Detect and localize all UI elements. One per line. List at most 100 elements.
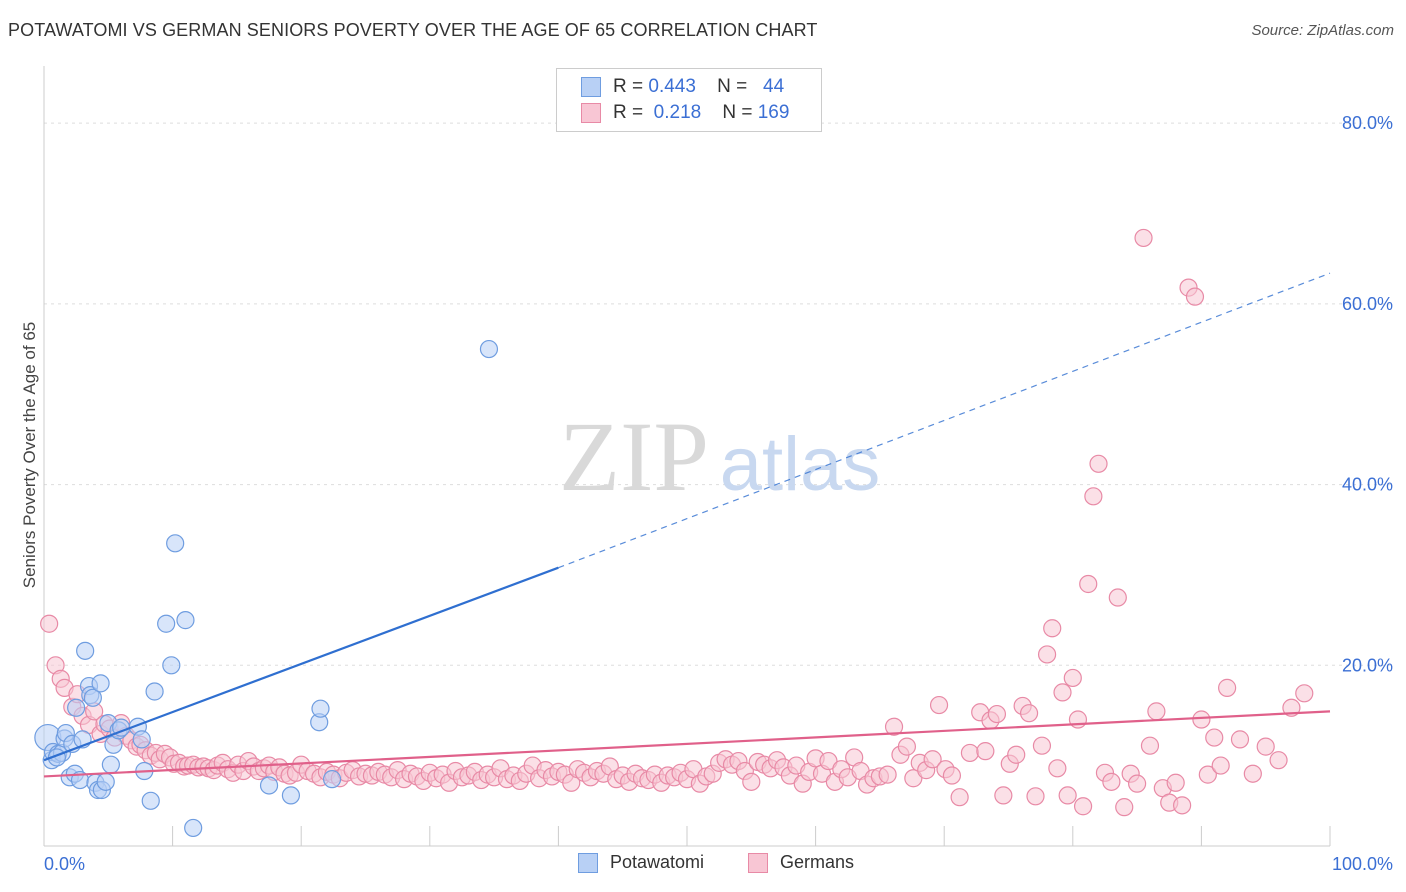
potawatomi-point xyxy=(141,791,160,810)
y-tick-label: 60.0% xyxy=(1342,294,1393,314)
potawatomi-point xyxy=(76,641,95,660)
germans-trend-line xyxy=(43,710,1331,778)
x-tick-label-start: 0.0% xyxy=(44,854,85,874)
y-axis-label: Seniors Poverty Over the Age of 65 xyxy=(20,321,39,589)
germans-point xyxy=(1053,683,1072,702)
potawatomi-point xyxy=(311,699,330,718)
germans-point xyxy=(819,751,838,771)
germans-point xyxy=(1048,759,1067,778)
germans-point xyxy=(1058,786,1077,805)
potawatomi-point xyxy=(96,772,115,791)
germans-point xyxy=(1063,668,1082,688)
germans-point xyxy=(1192,710,1211,729)
legend-label: Potawatomi xyxy=(610,852,705,872)
germans-point xyxy=(1218,678,1237,697)
germans-point xyxy=(1269,751,1288,770)
potawatomi-point xyxy=(176,611,195,630)
series-potawatomi-points xyxy=(34,339,499,838)
germans-point xyxy=(1079,574,1098,594)
gridlines xyxy=(44,122,1392,666)
axes xyxy=(43,66,1331,847)
germans-point xyxy=(1147,702,1166,721)
germans-point xyxy=(960,743,980,763)
potawatomi-point xyxy=(91,674,110,693)
germans-point xyxy=(878,765,897,784)
germans-point xyxy=(1102,772,1121,791)
watermark-zip: ZIP xyxy=(559,401,709,512)
potawatomi-point xyxy=(479,339,499,359)
potawatomi-point xyxy=(67,698,86,717)
potawatomi-point xyxy=(184,818,203,838)
x-tick-label-end: 100.0% xyxy=(1332,854,1393,874)
r-value: 0.443 xyxy=(648,76,696,97)
germans-point xyxy=(1037,645,1057,664)
potawatomi-swatch xyxy=(581,77,601,97)
potawatomi-point xyxy=(166,534,185,553)
germans-point xyxy=(923,750,942,769)
series-legend: Potawatomi Germans xyxy=(0,852,1406,878)
n-label: N = xyxy=(722,102,753,123)
germans-point xyxy=(897,737,917,756)
germans-point xyxy=(742,772,761,791)
germans-point xyxy=(1211,756,1230,775)
germans-point xyxy=(1134,228,1153,248)
germans-point xyxy=(976,742,995,761)
germans-point xyxy=(1198,765,1217,784)
germans-point xyxy=(1026,787,1045,806)
n-label: N = xyxy=(717,76,748,97)
watermark-atlas: atlas xyxy=(720,422,881,507)
germans-point xyxy=(1007,745,1026,764)
germans-point xyxy=(950,788,969,807)
legend-item-germans: Germans xyxy=(748,852,854,873)
germans-point xyxy=(1032,736,1052,755)
watermark: ZIP atlas xyxy=(559,401,880,512)
potawatomi-point xyxy=(281,786,301,805)
potawatomi-point xyxy=(83,688,102,707)
potawatomi-swatch xyxy=(578,852,598,873)
y-tick-label: 80.0% xyxy=(1342,113,1393,133)
potawatomi-point xyxy=(132,730,151,749)
potawatomi-point xyxy=(157,614,176,633)
stats-row-potawatomi: R = 0.443 N = 44 xyxy=(581,75,784,99)
legend-label: Germans xyxy=(780,852,855,872)
potawatomi-point xyxy=(145,682,164,701)
potawatomi-point xyxy=(259,776,279,795)
germans-point xyxy=(1043,619,1062,638)
germans-point xyxy=(1084,487,1103,506)
germans-point xyxy=(1089,454,1108,473)
potawatomi-point xyxy=(101,755,120,774)
germans-swatch xyxy=(581,103,601,123)
germans-point xyxy=(884,717,904,736)
potawatomi-trend-extension xyxy=(558,272,1331,569)
stats-row-germans: R = 0.218 N = 169 xyxy=(581,101,789,125)
chart-title: POTAWATOMI VS GERMAN SENIORS POVERTY OVE… xyxy=(8,20,818,40)
germans-point xyxy=(929,695,949,715)
r-value: 0.218 xyxy=(653,102,702,123)
germans-point xyxy=(1243,764,1262,783)
germans-point xyxy=(1140,736,1160,755)
germans-point xyxy=(1295,684,1314,703)
germans-point xyxy=(1073,797,1093,816)
germans-point xyxy=(904,769,923,788)
germans-point xyxy=(1115,798,1134,817)
germans-point xyxy=(1166,773,1185,792)
germans-point xyxy=(1205,728,1224,747)
germans-point xyxy=(1019,704,1039,723)
stats-legend: R = 0.443 N = 44 R = 0.218 N = 169 xyxy=(556,68,822,132)
germans-point xyxy=(1127,774,1147,793)
source-credit: Source: ZipAtlas.com xyxy=(1251,22,1394,39)
germans-point xyxy=(994,786,1013,805)
r-label: R = xyxy=(613,102,644,123)
germans-point xyxy=(987,704,1007,724)
tick-labels: 20.0% 40.0% 60.0% 80.0% 0.0% 100.0% xyxy=(44,113,1393,874)
r-label: R = xyxy=(613,76,644,97)
germans-point xyxy=(1108,588,1127,607)
germans-swatch xyxy=(748,852,768,873)
n-value: 169 xyxy=(757,102,790,123)
germans-point xyxy=(1173,796,1192,815)
potawatomi-point xyxy=(322,770,342,789)
germans-point xyxy=(1185,287,1205,306)
potawatomi-trend-line xyxy=(43,566,559,762)
germans-point xyxy=(942,766,962,785)
germans-point xyxy=(1256,737,1275,756)
